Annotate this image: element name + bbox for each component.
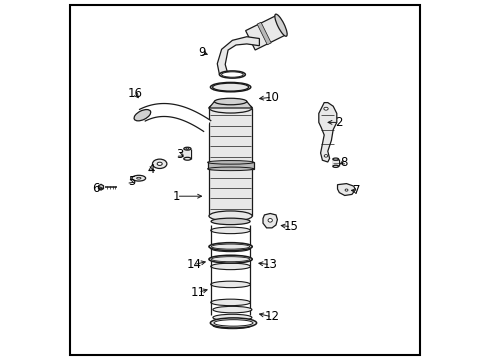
- Ellipse shape: [211, 299, 250, 306]
- Ellipse shape: [345, 189, 348, 191]
- Ellipse shape: [186, 148, 189, 149]
- Ellipse shape: [209, 211, 252, 221]
- Bar: [333, 159, 339, 166]
- Text: 1: 1: [173, 190, 180, 203]
- Text: 7: 7: [353, 184, 360, 197]
- Text: 9: 9: [198, 46, 205, 59]
- Ellipse shape: [333, 158, 339, 160]
- Text: 15: 15: [284, 220, 298, 233]
- Text: 6: 6: [92, 182, 99, 195]
- Bar: [209, 108, 252, 216]
- Text: 10: 10: [265, 91, 279, 104]
- Bar: [184, 149, 191, 159]
- Text: 14: 14: [186, 258, 201, 271]
- Text: 2: 2: [335, 116, 343, 129]
- Ellipse shape: [333, 165, 339, 167]
- Polygon shape: [217, 37, 259, 75]
- Ellipse shape: [184, 157, 191, 160]
- Polygon shape: [319, 103, 337, 162]
- Ellipse shape: [213, 83, 248, 91]
- Polygon shape: [245, 15, 286, 50]
- Ellipse shape: [211, 227, 250, 234]
- Polygon shape: [209, 102, 252, 108]
- Ellipse shape: [211, 218, 250, 225]
- Ellipse shape: [211, 263, 250, 270]
- Polygon shape: [98, 184, 103, 190]
- Text: 11: 11: [191, 286, 206, 299]
- Ellipse shape: [209, 243, 252, 251]
- Ellipse shape: [324, 155, 328, 157]
- Ellipse shape: [210, 82, 251, 92]
- Ellipse shape: [211, 245, 250, 252]
- Text: 12: 12: [265, 310, 279, 323]
- Ellipse shape: [209, 103, 252, 113]
- Ellipse shape: [213, 314, 252, 321]
- Text: 13: 13: [263, 258, 278, 271]
- Ellipse shape: [152, 159, 167, 168]
- Ellipse shape: [324, 107, 328, 110]
- Bar: [208, 162, 254, 169]
- Ellipse shape: [220, 71, 245, 78]
- Text: 3: 3: [176, 148, 184, 161]
- Ellipse shape: [212, 257, 250, 262]
- Ellipse shape: [134, 109, 151, 121]
- Ellipse shape: [221, 72, 243, 77]
- Ellipse shape: [157, 162, 162, 166]
- Ellipse shape: [137, 177, 141, 179]
- Polygon shape: [338, 184, 356, 195]
- Text: 5: 5: [128, 175, 135, 188]
- Ellipse shape: [132, 175, 146, 181]
- Ellipse shape: [275, 14, 287, 36]
- Text: 8: 8: [341, 156, 348, 168]
- Ellipse shape: [213, 306, 252, 313]
- Text: 16: 16: [128, 87, 143, 100]
- Ellipse shape: [211, 281, 250, 288]
- Polygon shape: [140, 104, 211, 131]
- Ellipse shape: [215, 98, 247, 105]
- Ellipse shape: [210, 318, 257, 328]
- Polygon shape: [257, 22, 271, 45]
- Ellipse shape: [209, 255, 252, 263]
- Ellipse shape: [212, 244, 250, 249]
- Ellipse shape: [208, 161, 254, 164]
- Polygon shape: [263, 213, 277, 228]
- Ellipse shape: [208, 167, 254, 171]
- Ellipse shape: [184, 147, 191, 150]
- Ellipse shape: [213, 322, 252, 329]
- Ellipse shape: [268, 219, 272, 222]
- Text: 4: 4: [147, 163, 155, 176]
- Ellipse shape: [214, 320, 253, 326]
